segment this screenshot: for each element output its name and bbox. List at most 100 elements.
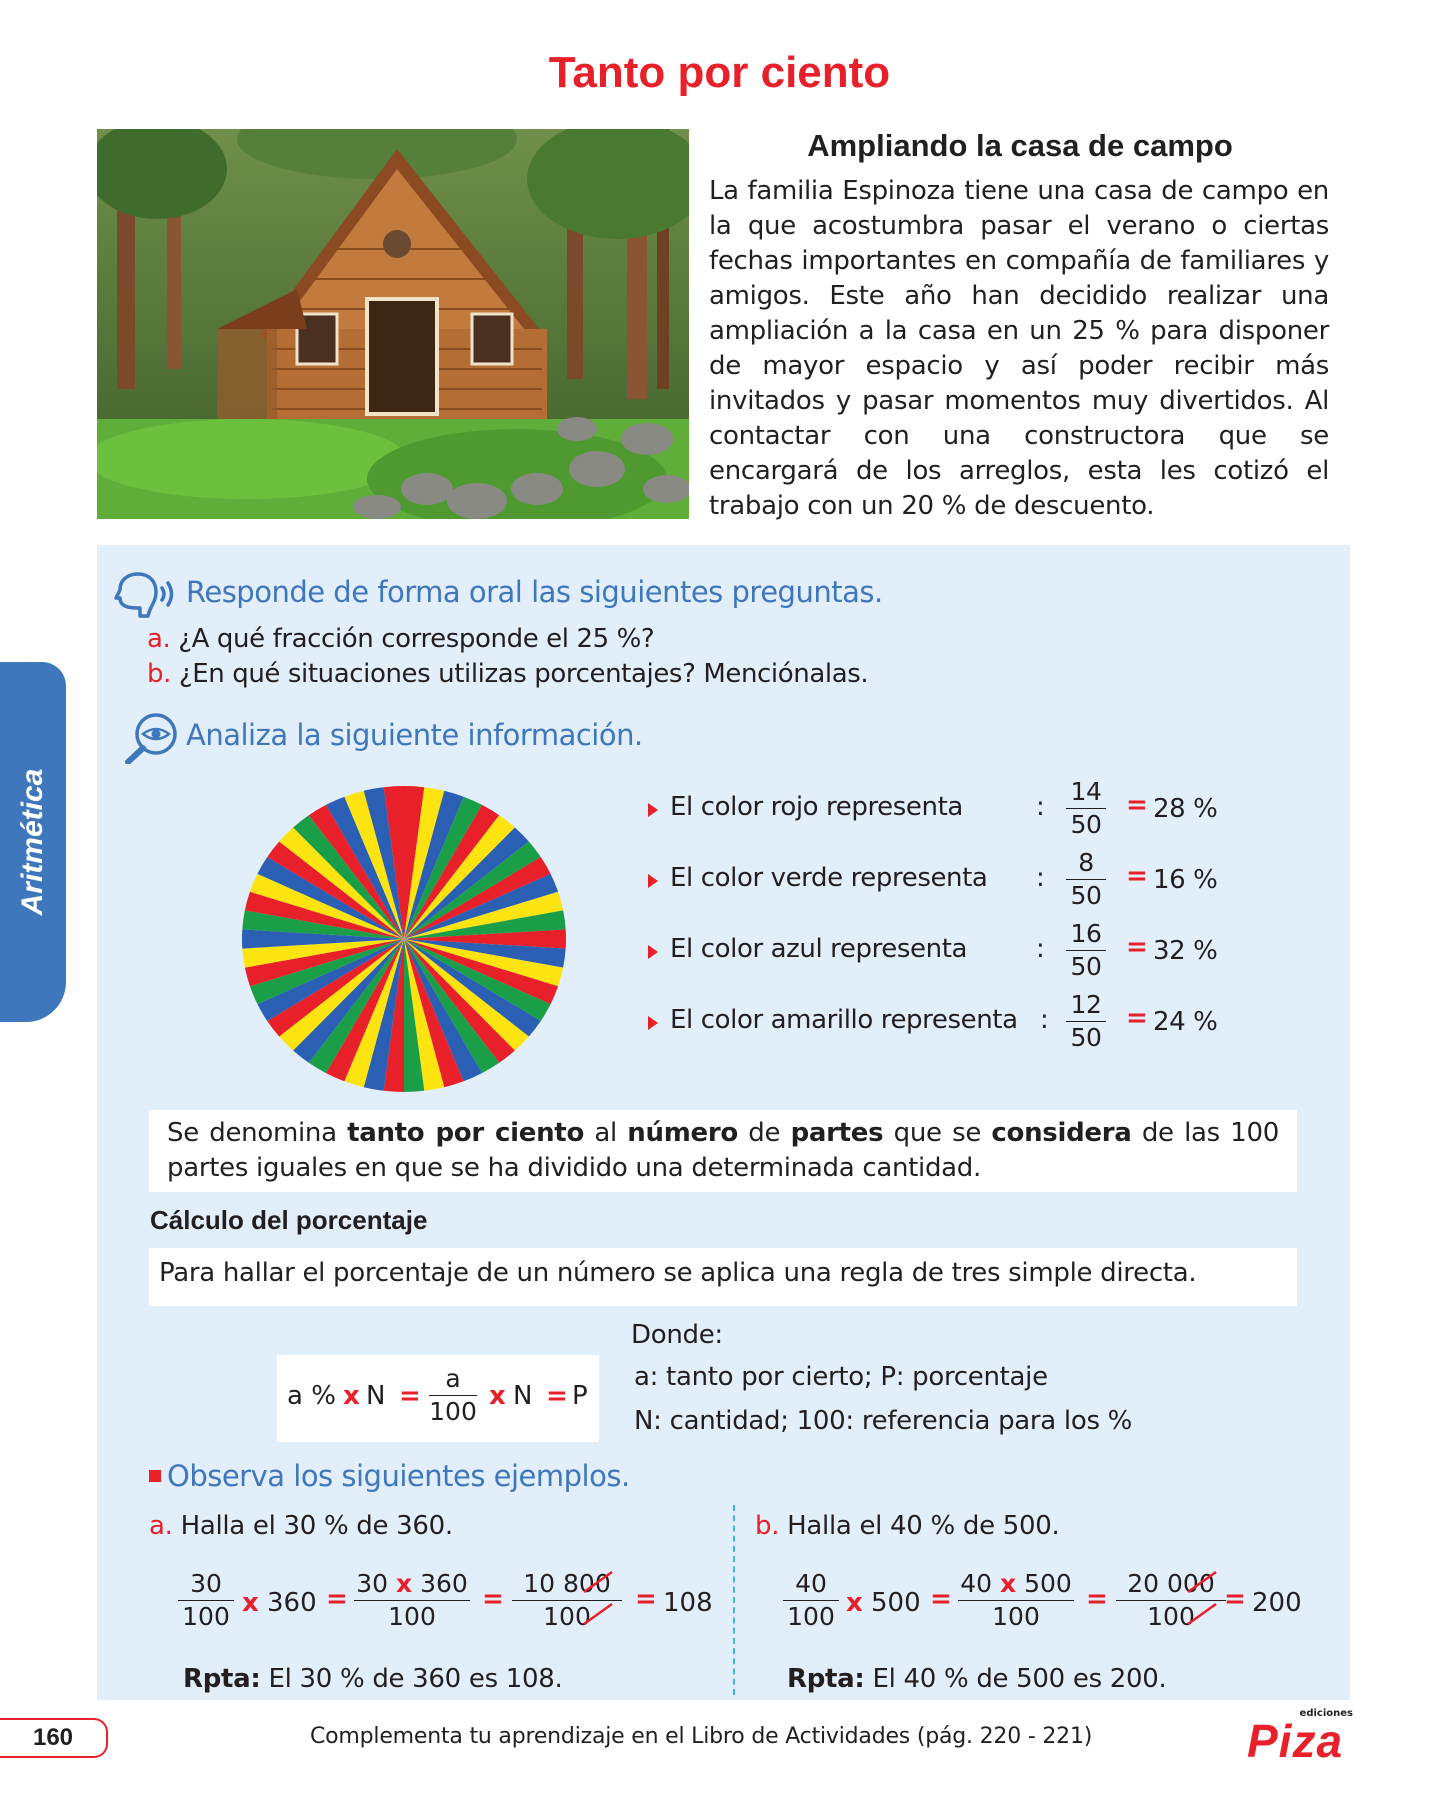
fraction-denominator: 50 <box>1070 952 1102 981</box>
example-b-answer: Rpta: El 40 % de 500 es 200. <box>787 1664 1167 1694</box>
legend-percent: 28 % <box>1153 794 1218 824</box>
example-a-number: 360 <box>267 1588 317 1618</box>
donde-line-1: a: tanto por cierto; P: porcentaje <box>634 1362 1048 1392</box>
answer-label: Rpta: <box>787 1664 865 1694</box>
wheel-slice-blue <box>404 790 464 939</box>
legend-label: El color amarillo representa <box>670 1005 1018 1035</box>
definition-bold: considera <box>991 1118 1132 1148</box>
answer-text: El 30 % de 360 es 108. <box>268 1664 563 1694</box>
side-tab-aritmetica: Aritmética <box>0 662 66 1022</box>
legend-percent: 24 % <box>1153 1007 1218 1037</box>
wheel-slice-red <box>244 891 404 939</box>
wheel-slice-red <box>308 804 404 939</box>
definition-bold: tanto por ciento <box>347 1118 585 1148</box>
house-photo <box>97 129 689 519</box>
page-number: 160 <box>0 1718 108 1758</box>
legend-colon: : <box>1036 863 1045 893</box>
legend-label: El color verde representa <box>670 863 988 893</box>
footer-text: Complementa tu aprendizaje en el Libro d… <box>310 1724 1093 1749</box>
publisher-logo: ediciones Piza <box>1245 1708 1355 1768</box>
example-a-fraction-1: 30 100 <box>178 1570 234 1631</box>
equals-sign: = <box>1086 1584 1108 1614</box>
fraction-numerator: 30 <box>190 1569 222 1598</box>
equals-sign: = <box>326 1584 348 1614</box>
wheel-slice-green <box>404 939 425 1092</box>
fraction-numerator: 40 <box>960 1569 993 1598</box>
formula-n: N <box>366 1381 386 1411</box>
example-b-fraction-1: 40 100 <box>783 1570 839 1631</box>
example-a-answer: Rpta: El 30 % de 360 es 108. <box>183 1664 563 1694</box>
wheel-slice-green <box>404 939 551 1021</box>
legend-row-yellow: El color amarillo representa : 12 50 = 2… <box>648 991 1248 1059</box>
wheel-slice-red <box>404 939 559 1005</box>
analiza-heading: Analiza la siguiente información. <box>186 718 643 752</box>
formula-p: P <box>572 1381 588 1411</box>
legend-equals: = <box>1126 790 1148 820</box>
legend-fraction: 14 50 <box>1066 778 1106 839</box>
fraction-numerator: 20 0 <box>1127 1569 1183 1598</box>
example-b-letter: b. <box>755 1511 780 1541</box>
legend-fraction: 12 50 <box>1066 991 1106 1052</box>
wheel-slice-yellow <box>404 939 564 987</box>
legend-equals: = <box>1126 1003 1148 1033</box>
side-tab-label: Aritmética <box>16 768 49 916</box>
speaking-head-icon <box>110 572 176 622</box>
rule-box: Para hallar el porcentaje de un número s… <box>149 1248 1297 1306</box>
wheel-slice-red <box>404 804 500 939</box>
wheel-slice-blue <box>293 939 404 1063</box>
wheel-slice-red <box>404 786 425 939</box>
example-a-text: Halla el 30 % de 360. <box>180 1511 454 1541</box>
wheel-slice-blue <box>242 929 404 949</box>
fraction-numerator: 16 <box>1070 919 1102 948</box>
formula-equals: = <box>399 1381 421 1411</box>
fraction-denominator: 1 <box>1147 1602 1164 1631</box>
wheel-slice-yellow <box>404 939 529 1051</box>
donde-label: Donde: <box>631 1320 723 1350</box>
formula-equals: = <box>546 1381 568 1411</box>
wheel-slice-yellow <box>279 827 404 939</box>
wheel-slice-green <box>308 939 404 1074</box>
wheel-slice-yellow <box>249 873 404 939</box>
strike-marks-icon <box>583 1570 613 1626</box>
publisher-name: Piza <box>1247 1715 1344 1767</box>
equals-sign: = <box>635 1584 657 1614</box>
legend-colon: : <box>1036 792 1045 822</box>
fraction-denominator: 100 <box>388 1602 436 1631</box>
bullet-square-icon <box>149 1470 161 1482</box>
legend-equals: = <box>1126 861 1148 891</box>
equals-sign: = <box>1224 1584 1246 1614</box>
wheel-slice-yellow <box>344 939 404 1088</box>
question-a-letter: a. <box>147 624 171 654</box>
wheel-slice-blue <box>404 939 483 1082</box>
example-b-fraction-2: 40 x 500 100 <box>958 1570 1074 1631</box>
legend-row-blue: El color azul representa : 16 50 = 32 % <box>648 920 1248 988</box>
legend-equals: = <box>1126 932 1148 962</box>
fraction-denominator: 50 <box>1070 810 1102 839</box>
legend-colon: : <box>1036 934 1045 964</box>
wheel-slice-yellow <box>344 790 404 939</box>
wheel-slice-blue <box>325 796 404 939</box>
example-a-result: 108 <box>663 1588 713 1618</box>
formula-fraction: a 100 <box>429 1365 477 1426</box>
fraction-denominator: 100 <box>787 1602 835 1631</box>
question-a: a. ¿A qué fracción corresponde el 25 %? <box>147 624 655 654</box>
fraction-numerator: 14 <box>1070 777 1102 806</box>
examples-divider <box>733 1505 735 1695</box>
wheel-slice-blue <box>257 939 404 1021</box>
example-b-text: Halla el 40 % de 500. <box>787 1511 1060 1541</box>
wheel-slice-yellow <box>404 787 445 939</box>
wheel-slice-green <box>404 910 566 939</box>
wheel-slice-yellow <box>279 939 404 1051</box>
legend-row-red: El color rojo representa : 14 50 = 28 % <box>648 778 1248 846</box>
wheel-slice-yellow <box>404 939 445 1091</box>
example-b-result: 200 <box>1252 1588 1302 1618</box>
calc-title: Cálculo del porcentaje <box>150 1205 428 1235</box>
fraction-numerator: 8 <box>1078 848 1094 877</box>
wheel-slice-red <box>267 939 404 1037</box>
fraction-denominator: 1 <box>543 1602 560 1631</box>
wheel-slice-blue <box>404 939 566 968</box>
fraction-denominator: 100 <box>429 1397 477 1426</box>
formula-a: a % <box>287 1381 336 1411</box>
bullet-triangle-icon <box>648 803 658 817</box>
magnifier-eye-icon <box>124 712 180 768</box>
